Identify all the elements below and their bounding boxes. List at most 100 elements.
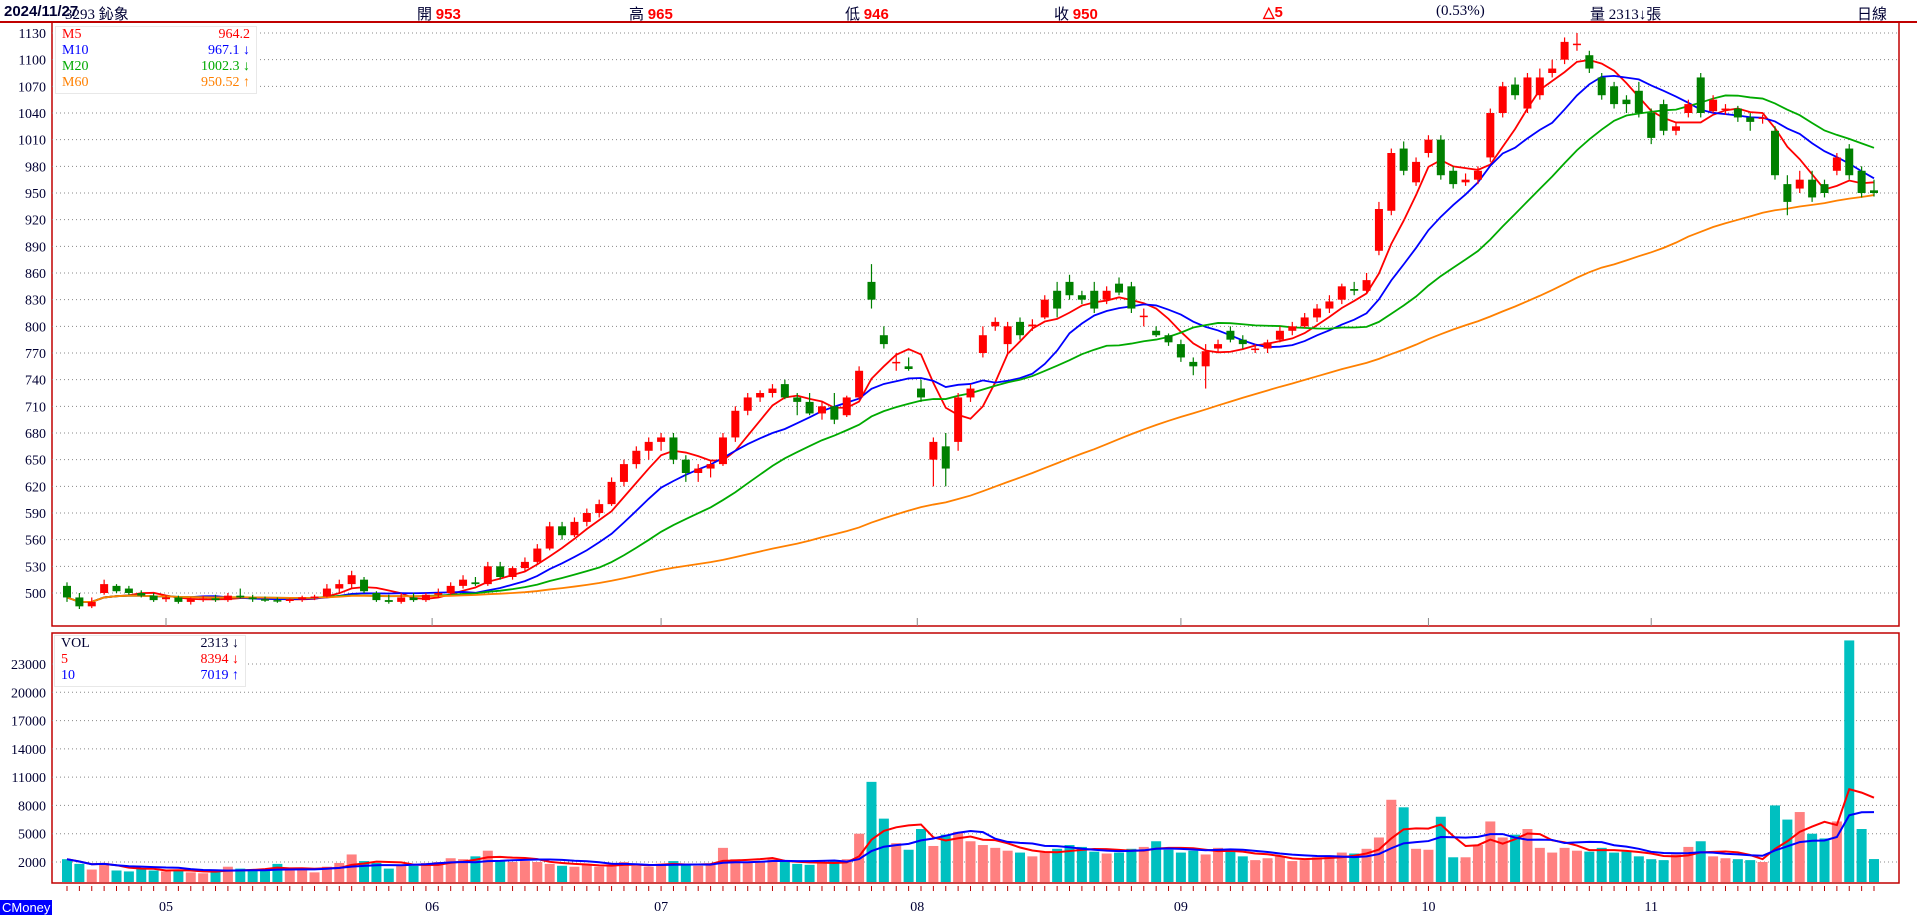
volume-bar bbox=[532, 862, 543, 882]
volume-bar bbox=[1485, 821, 1496, 882]
candle bbox=[1412, 157, 1421, 186]
volume-tick-label: 23000 bbox=[11, 658, 46, 673]
candle-body bbox=[1065, 281, 1074, 296]
month-label: 11 bbox=[1644, 900, 1657, 915]
volume-bar bbox=[1151, 841, 1162, 882]
volume-bar bbox=[1844, 640, 1855, 882]
candle-body bbox=[743, 397, 752, 411]
price-tick-label: 650 bbox=[25, 454, 46, 469]
candle-body bbox=[780, 384, 789, 398]
candle bbox=[1201, 344, 1210, 389]
volume-bar bbox=[594, 866, 605, 882]
volume-bar bbox=[953, 831, 964, 882]
volume-bar bbox=[1472, 845, 1483, 882]
candle bbox=[657, 433, 666, 451]
candle bbox=[1077, 290, 1086, 305]
volume-bar bbox=[1646, 859, 1657, 882]
candle-body bbox=[1152, 330, 1161, 336]
candle-body bbox=[1832, 157, 1841, 171]
volume-bar bbox=[1027, 856, 1038, 882]
candle bbox=[360, 577, 369, 593]
candle bbox=[384, 594, 393, 604]
candle bbox=[112, 584, 121, 593]
volume-bar bbox=[433, 862, 444, 882]
volume-ma-legend: VOL 2313 ↓ 5 8394 ↓ 10 7019 ↑ bbox=[54, 635, 246, 687]
volume-bar bbox=[173, 869, 184, 882]
candle-body bbox=[1028, 324, 1037, 327]
price-ma-legend: M5 964.2 M10 967.1 ↓ M20 1002.3 ↓ M60 950.52… bbox=[55, 26, 257, 94]
candle-body bbox=[434, 593, 443, 595]
volume-bar bbox=[198, 873, 209, 882]
month-label: 08 bbox=[910, 900, 924, 915]
candle bbox=[570, 517, 579, 537]
candle-body bbox=[1758, 117, 1767, 119]
legend-vol10-label: 10 bbox=[61, 668, 75, 683]
volume-bar bbox=[1126, 848, 1137, 882]
candle bbox=[211, 594, 220, 602]
volume-bar bbox=[1336, 852, 1347, 882]
candle bbox=[1053, 281, 1062, 318]
volume-bar bbox=[965, 841, 976, 882]
legend-m60-value: 950.52 ↑ bbox=[201, 75, 250, 90]
candle bbox=[916, 379, 925, 402]
volume-bar bbox=[1497, 837, 1508, 882]
candle bbox=[1040, 295, 1049, 320]
legend-m5-label: M5 bbox=[62, 27, 82, 42]
candle bbox=[1523, 73, 1532, 113]
price-tick-label: 560 bbox=[25, 534, 46, 549]
price-ma5-line bbox=[66, 59, 1875, 603]
candle bbox=[756, 390, 765, 402]
candle bbox=[162, 595, 171, 602]
volume-bar bbox=[730, 859, 741, 882]
volume-bar bbox=[779, 862, 790, 882]
volume-bar bbox=[1819, 838, 1830, 882]
legend-m5: M5 964.2 bbox=[56, 27, 256, 43]
volume-bar bbox=[1745, 860, 1756, 882]
candle bbox=[1139, 308, 1148, 327]
volume-bar bbox=[519, 861, 530, 882]
candle-body bbox=[1226, 330, 1235, 340]
candle bbox=[1300, 313, 1309, 329]
candle bbox=[1795, 170, 1804, 193]
candle-body bbox=[384, 600, 393, 602]
candle-body bbox=[533, 548, 542, 562]
candle-body bbox=[1313, 308, 1322, 318]
candle bbox=[1733, 105, 1742, 122]
volume-bar bbox=[878, 818, 889, 882]
legend-m60-label: M60 bbox=[62, 75, 89, 90]
candle bbox=[149, 593, 158, 602]
candle-body bbox=[1857, 170, 1866, 193]
legend-vol-value: 2313 ↓ bbox=[200, 636, 240, 651]
volume-bar bbox=[928, 845, 939, 882]
price-tick-label: 980 bbox=[25, 160, 46, 175]
volume-bar bbox=[1720, 858, 1731, 882]
volume-panel-frame bbox=[51, 632, 1900, 884]
candle-body bbox=[1622, 99, 1631, 105]
legend-vol5-label: 5 bbox=[61, 652, 68, 667]
candle bbox=[632, 446, 641, 469]
volume-bar bbox=[346, 854, 357, 882]
volume-bar bbox=[408, 865, 419, 882]
candle-body bbox=[1139, 315, 1148, 318]
volume-bar bbox=[767, 859, 778, 882]
volume-bar bbox=[1398, 807, 1409, 882]
candle bbox=[1808, 170, 1817, 202]
volume-bar bbox=[1670, 854, 1681, 882]
volume-field: 量 2313↓張 bbox=[1590, 3, 1661, 24]
volume-bar bbox=[1361, 848, 1372, 882]
volume-bar bbox=[86, 869, 97, 882]
candle-body bbox=[149, 595, 158, 601]
candle bbox=[347, 570, 356, 589]
high-label: 高 bbox=[629, 7, 645, 23]
candle-body bbox=[1251, 348, 1260, 351]
candle-body bbox=[595, 504, 604, 513]
volume-tick-label: 11000 bbox=[12, 771, 46, 786]
candle bbox=[186, 597, 195, 605]
candle-body bbox=[496, 566, 505, 577]
period-label[interactable]: 日線 bbox=[1857, 7, 1888, 23]
candle bbox=[669, 433, 678, 465]
candle-body bbox=[63, 585, 71, 598]
candle bbox=[1746, 113, 1755, 131]
volume-bar bbox=[222, 866, 233, 882]
